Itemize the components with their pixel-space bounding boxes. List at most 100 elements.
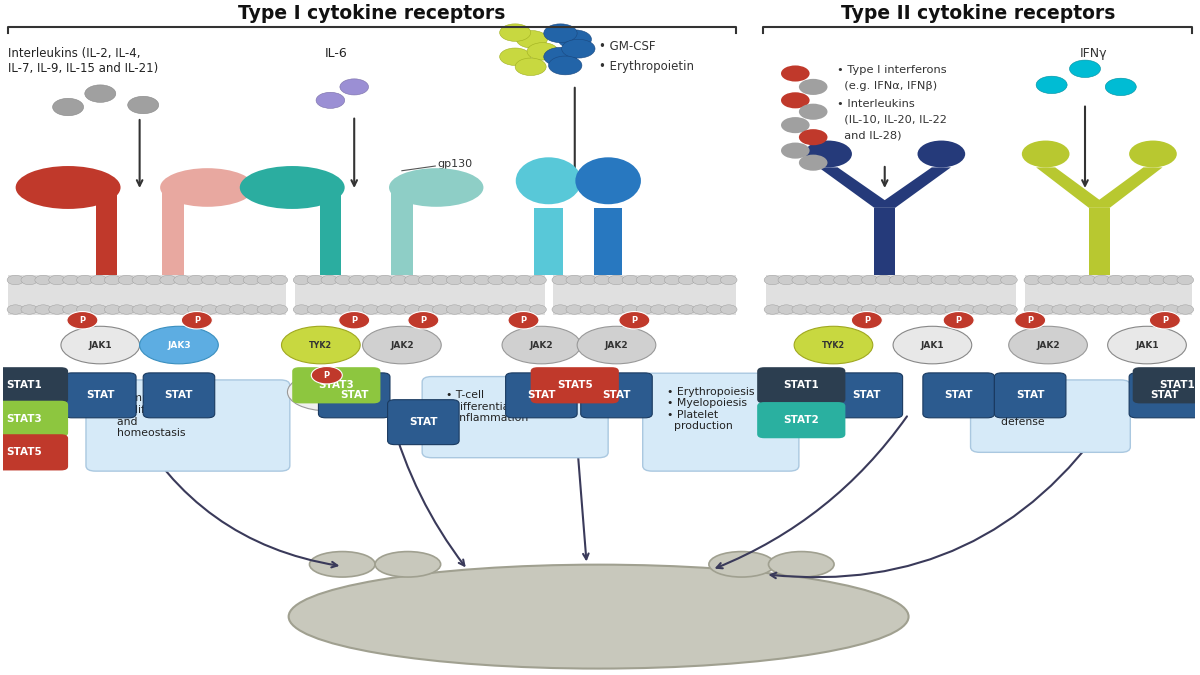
Bar (295, 275, 545, 315)
Circle shape (781, 142, 810, 159)
Ellipse shape (918, 140, 965, 167)
Circle shape (35, 305, 52, 315)
Circle shape (847, 275, 864, 285)
Polygon shape (391, 188, 413, 275)
Circle shape (594, 305, 611, 315)
Circle shape (1069, 60, 1100, 78)
Circle shape (516, 275, 533, 285)
Polygon shape (594, 208, 623, 275)
Circle shape (931, 275, 948, 285)
Text: STAT: STAT (340, 390, 368, 400)
Text: (e.g. IFNα, IFNβ): (e.g. IFNα, IFNβ) (838, 81, 937, 91)
Circle shape (1093, 305, 1110, 315)
Circle shape (77, 275, 94, 285)
Circle shape (244, 305, 260, 315)
Text: JAK2: JAK2 (390, 341, 414, 350)
Text: P: P (955, 316, 961, 325)
Circle shape (707, 305, 724, 315)
Circle shape (1001, 305, 1018, 315)
Polygon shape (319, 188, 341, 275)
Ellipse shape (1129, 140, 1177, 167)
Circle shape (362, 305, 379, 315)
Ellipse shape (389, 168, 484, 207)
Circle shape (665, 275, 680, 285)
Circle shape (502, 305, 518, 315)
Circle shape (778, 275, 794, 285)
Ellipse shape (1009, 326, 1087, 364)
Circle shape (132, 275, 149, 285)
Circle shape (986, 305, 1003, 315)
Circle shape (67, 312, 98, 329)
Text: STAT5: STAT5 (6, 448, 42, 458)
Text: TYK2: TYK2 (822, 341, 845, 350)
FancyBboxPatch shape (1129, 373, 1200, 418)
Circle shape (340, 79, 368, 95)
Circle shape (1163, 305, 1180, 315)
Circle shape (781, 92, 810, 109)
Circle shape (1135, 275, 1152, 285)
Circle shape (390, 275, 407, 285)
Circle shape (446, 275, 463, 285)
Circle shape (580, 275, 596, 285)
Circle shape (875, 305, 892, 315)
Text: STAT: STAT (527, 390, 556, 400)
Circle shape (216, 275, 232, 285)
Text: STAT2: STAT2 (784, 415, 820, 425)
Circle shape (820, 275, 836, 285)
Circle shape (293, 305, 310, 315)
FancyBboxPatch shape (293, 367, 380, 404)
Polygon shape (1088, 208, 1110, 275)
Circle shape (889, 305, 906, 315)
Ellipse shape (160, 168, 254, 207)
Circle shape (432, 305, 449, 315)
Circle shape (1163, 275, 1180, 285)
Text: Type I cytokine receptors: Type I cytokine receptors (239, 3, 505, 23)
Text: STAT: STAT (944, 390, 973, 400)
Text: • Innate
  antiviral
  defense: • Innate antiviral defense (995, 394, 1045, 427)
Circle shape (390, 305, 407, 315)
Text: JAK2: JAK2 (529, 341, 553, 350)
Circle shape (90, 305, 107, 315)
Circle shape (1135, 305, 1152, 315)
Circle shape (1108, 305, 1124, 315)
Polygon shape (534, 208, 563, 275)
Ellipse shape (794, 326, 872, 364)
Text: (IL-10, IL-20, IL-22: (IL-10, IL-20, IL-22 (838, 115, 947, 125)
Circle shape (619, 312, 650, 329)
Circle shape (322, 275, 337, 285)
Circle shape (778, 305, 794, 315)
Circle shape (311, 367, 342, 384)
Circle shape (781, 65, 810, 82)
Circle shape (862, 305, 878, 315)
Polygon shape (1036, 167, 1110, 208)
Polygon shape (874, 167, 950, 208)
Circle shape (7, 275, 24, 285)
Circle shape (608, 305, 625, 315)
Circle shape (544, 47, 577, 66)
Text: P: P (79, 316, 85, 325)
Circle shape (973, 305, 990, 315)
FancyBboxPatch shape (388, 400, 460, 445)
Ellipse shape (61, 326, 139, 364)
Circle shape (499, 24, 530, 41)
Text: STAT3: STAT3 (6, 414, 42, 424)
Ellipse shape (289, 565, 908, 668)
Text: JAK1: JAK1 (89, 341, 112, 350)
Circle shape (35, 275, 52, 285)
Ellipse shape (282, 326, 360, 364)
Text: P: P (352, 316, 358, 325)
Text: P: P (420, 316, 426, 325)
Circle shape (229, 305, 246, 315)
FancyBboxPatch shape (0, 401, 68, 437)
Circle shape (944, 305, 961, 315)
Circle shape (973, 275, 990, 285)
Circle shape (665, 305, 680, 315)
FancyBboxPatch shape (757, 367, 845, 404)
Circle shape (1093, 275, 1110, 285)
Circle shape (432, 275, 449, 285)
FancyBboxPatch shape (832, 373, 902, 418)
Circle shape (1052, 275, 1068, 285)
Circle shape (377, 275, 394, 285)
Circle shape (1066, 275, 1082, 285)
Circle shape (1024, 275, 1040, 285)
